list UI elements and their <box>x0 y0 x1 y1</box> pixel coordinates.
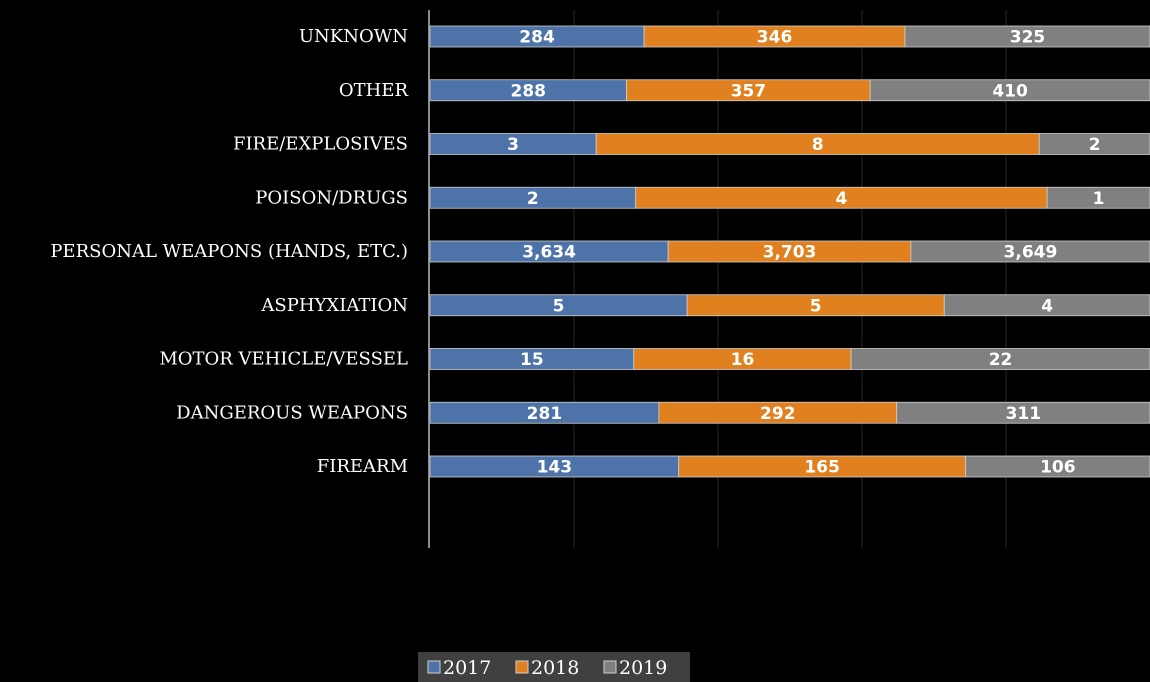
data-label-poison-drugs-2018: 4 <box>836 189 848 209</box>
category-labels: UNKNOWN OTHER FIRE/EXPLOSIVES POISON/DRUGS P… <box>50 26 408 477</box>
data-label-motor-vehicle-vessel-2018: 16 <box>731 350 755 370</box>
legend-swatch-2019 <box>603 660 617 674</box>
bar-motor-vehicle-vessel-2019 <box>850 348 1150 370</box>
data-label-personal-weapons-hands-etc-2019: 3,649 <box>1004 243 1058 263</box>
data-label-fire-explosives-2019: 2 <box>1089 135 1101 155</box>
data-label-unknown-2017: 284 <box>519 28 555 48</box>
data-label-asphyxiation-2019: 4 <box>1041 296 1053 316</box>
category-label-personal-weapons-hands-etc: PERSONAL WEAPONS (HANDS, ETC.) <box>50 241 408 262</box>
data-label-motor-vehicle-vessel-2019: 22 <box>989 350 1013 370</box>
category-label-firearm: FIREARM <box>317 456 408 477</box>
data-label-asphyxiation-2018: 5 <box>810 296 822 316</box>
data-label-personal-weapons-hands-etc-2017: 3,634 <box>522 243 576 263</box>
data-label-dangerous-weapons-2018: 292 <box>760 404 796 424</box>
category-label-poison-drugs: POISON/DRUGS <box>255 187 408 208</box>
data-label-fire-explosives-2018: 8 <box>812 135 824 155</box>
data-label-unknown-2019: 325 <box>1010 28 1046 48</box>
data-label-dangerous-weapons-2019: 311 <box>1006 404 1042 424</box>
data-label-poison-drugs-2017: 2 <box>527 189 539 209</box>
data-label-asphyxiation-2017: 5 <box>553 296 565 316</box>
data-label-other-2017: 288 <box>511 81 547 101</box>
legend-label-2019: 2019 <box>619 657 667 679</box>
bar-other-2019 <box>869 79 1150 102</box>
data-label-personal-weapons-hands-etc-2018: 3,703 <box>763 243 817 263</box>
data-label-poison-drugs-2019: 1 <box>1093 189 1105 209</box>
data-label-firearm-2018: 165 <box>804 458 840 478</box>
data-label-dangerous-weapons-2017: 281 <box>527 404 563 424</box>
category-label-unknown: UNKNOWN <box>299 26 408 47</box>
category-label-fire-explosives: FIRE/EXPLOSIVES <box>233 134 408 155</box>
bars <box>429 25 1150 478</box>
legend-swatch-2017 <box>427 660 441 674</box>
legend: 2017 2018 2019 <box>418 652 690 682</box>
category-label-dangerous-weapons: DANGEROUS WEAPONS <box>176 402 408 423</box>
bar-personal-weapons-hands-etc-2019 <box>910 240 1150 263</box>
category-label-motor-vehicle-vessel: MOTOR VEHICLE/VESSEL <box>159 349 408 370</box>
data-label-firearm-2019: 106 <box>1040 458 1076 478</box>
legend-label-2018: 2018 <box>531 657 579 679</box>
bar-dangerous-weapons-2019 <box>896 401 1150 424</box>
legend-label-2017: 2017 <box>443 657 491 679</box>
data-label-firearm-2017: 143 <box>537 458 573 478</box>
legend-swatch-2018 <box>515 660 529 674</box>
bar-unknown-2019 <box>904 25 1150 48</box>
data-label-other-2019: 410 <box>992 81 1028 101</box>
data-label-unknown-2018: 346 <box>757 28 793 48</box>
legend-box <box>418 652 690 682</box>
data-label-fire-explosives-2017: 3 <box>507 135 519 155</box>
category-label-other: OTHER <box>339 80 409 101</box>
data-label-other-2018: 357 <box>731 81 767 101</box>
data-label-motor-vehicle-vessel-2017: 15 <box>520 350 544 370</box>
category-label-asphyxiation: ASPHYXIATION <box>260 295 408 316</box>
